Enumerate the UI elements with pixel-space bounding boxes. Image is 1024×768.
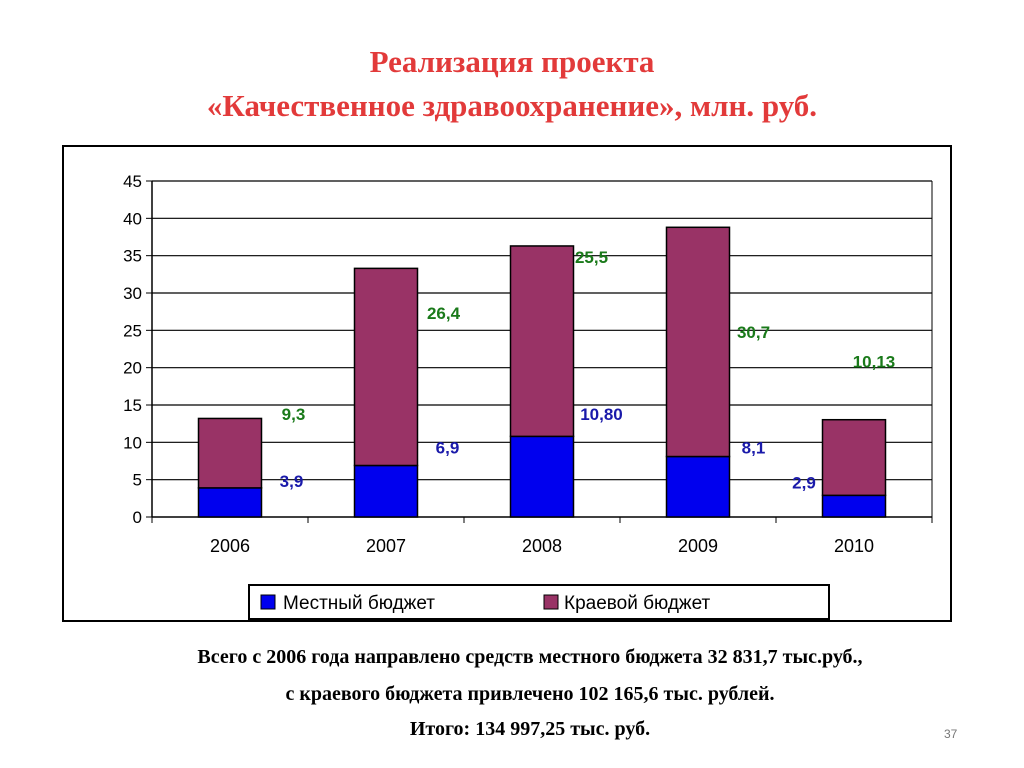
bar-local-budget — [197, 487, 263, 518]
legend-swatch-local-budget — [260, 594, 276, 610]
bar-local-budget — [509, 435, 575, 518]
bar-local-budget — [353, 464, 419, 518]
data-label-regional-budget: 30,7 — [737, 323, 770, 342]
legend-box — [248, 584, 830, 620]
legend-swatch-regional-budget — [543, 594, 559, 610]
bar-regional-budget — [353, 267, 419, 467]
slide-title-line1: Реализация проекта — [369, 44, 655, 79]
y-tick-label: 15 — [123, 396, 142, 415]
bar-regional-budget — [821, 418, 887, 497]
footer-local-budget-total: Всего с 2006 года направлено средств мес… — [197, 646, 863, 668]
footer-grand-total: Итого: 134 997,25 тыс. руб. — [409, 718, 651, 740]
y-tick-label: 5 — [133, 471, 142, 490]
y-tick-label: 40 — [123, 209, 142, 228]
data-label-regional-budget: 9,3 — [282, 405, 306, 424]
data-label-regional-budget: 26,4 — [427, 304, 461, 323]
bar-regional-budget — [509, 245, 575, 438]
y-tick-label: 45 — [123, 172, 142, 191]
footer-regional-budget-total: с краевого бюджета привлечено 102 165,6 … — [285, 683, 775, 705]
y-tick-label: 25 — [123, 321, 142, 340]
y-tick-label: 35 — [123, 247, 142, 266]
data-label-local-budget: 10,80 — [580, 405, 623, 424]
data-label-local-budget: 8,1 — [742, 439, 766, 458]
bar-local-budget — [821, 494, 887, 518]
chart-frame: 0 5 10 15 20 25 30 35 40 45 2006 2007 2008 2009 2010 9,… — [62, 145, 952, 622]
x-tick-label: 2008 — [522, 536, 562, 556]
x-tick-label: 2006 — [210, 536, 250, 556]
data-label-local-budget: 2,9 — [792, 474, 816, 493]
data-label-local-budget: 3,9 — [280, 472, 304, 491]
y-tick-label: 20 — [123, 359, 142, 378]
x-tick-label: 2007 — [366, 536, 406, 556]
legend-label-regional-budget: Краевой бюджет — [564, 593, 711, 614]
bar-local-budget — [665, 455, 731, 518]
bar-regional-budget — [665, 226, 731, 458]
data-label-regional-budget: 10,13 — [853, 353, 896, 372]
x-tick-label: 2009 — [678, 536, 718, 556]
stacked-bar-chart: 0 5 10 15 20 25 30 35 40 45 2006 2007 2008 2009 2010 9,… — [123, 172, 933, 620]
y-tick-label: 0 — [133, 508, 142, 527]
x-tick-label: 2010 — [834, 536, 874, 556]
page-number: 37 — [944, 727, 958, 741]
slide-title-line2: «Качественное здравоохранение», млн. руб… — [206, 88, 818, 123]
y-tick-label: 30 — [123, 284, 142, 303]
bar-regional-budget — [197, 417, 263, 489]
data-label-local-budget: 6,9 — [436, 439, 460, 458]
y-tick-label: 10 — [123, 433, 142, 452]
legend-label-local-budget: Местный бюджет — [283, 593, 435, 614]
data-label-regional-budget: 25,5 — [575, 248, 608, 267]
